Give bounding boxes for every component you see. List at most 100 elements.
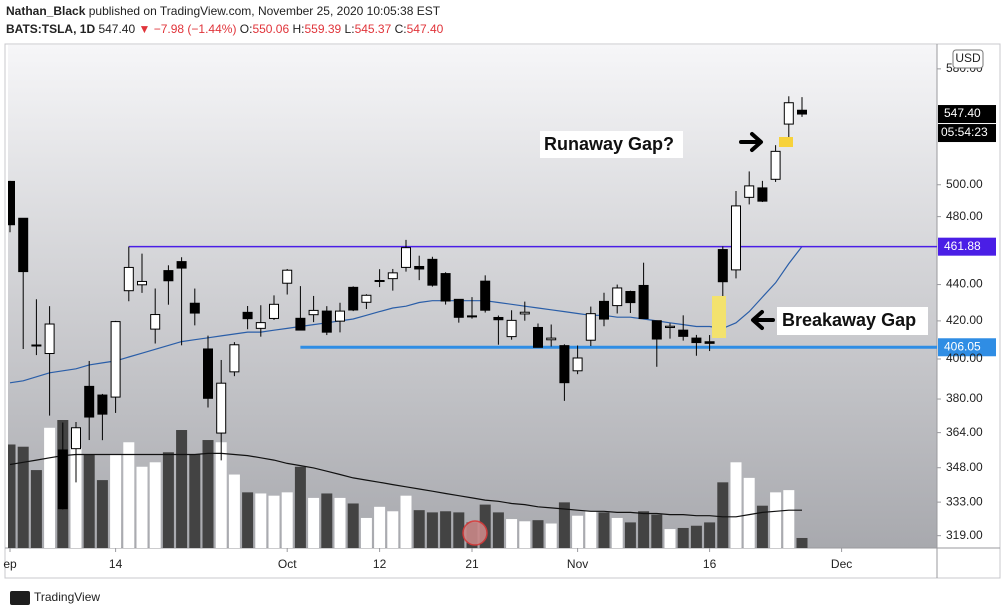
volume-bar (743, 477, 755, 548)
volume-bar (136, 466, 148, 548)
candle-body (282, 269, 293, 284)
volume-bar (215, 442, 227, 548)
candle-body (150, 314, 161, 330)
arrow-right (739, 132, 763, 152)
candle-body (57, 449, 68, 510)
candle-body (18, 217, 29, 273)
volume-bar (598, 512, 610, 548)
volume-bar (717, 482, 729, 548)
y-tick-label: 364.00 (946, 425, 983, 439)
h-label: H: (293, 22, 305, 36)
candle-body (638, 284, 649, 320)
volume-bar (783, 490, 795, 548)
x-tick-label: ep (3, 557, 17, 571)
x-tick-label: Nov (567, 557, 588, 571)
candle-body (8, 180, 15, 226)
y-tick-label: 333.00 (946, 494, 983, 508)
countdown-label: 05:54:23 (941, 125, 988, 139)
c-label: C: (395, 22, 407, 36)
x-tick-label: 12 (373, 557, 387, 571)
volume-bar (8, 444, 16, 548)
candle-body (704, 341, 715, 344)
volume-bar (558, 502, 570, 548)
volume-bar (506, 519, 518, 548)
currency-badge: USD (952, 49, 984, 69)
price-level-label: 406.05 (944, 339, 981, 353)
volume-bar (123, 442, 135, 548)
candle-body (744, 185, 755, 198)
candle-body (31, 344, 42, 347)
candle-body (414, 265, 425, 270)
currency-label: USD (955, 51, 981, 65)
candle-body (255, 322, 266, 329)
candle-body (731, 205, 741, 271)
candle-body (691, 337, 702, 344)
candle-body (348, 286, 359, 311)
c-value: 547.40 (407, 22, 444, 36)
x-tick-label: 21 (465, 557, 479, 571)
candle-body (546, 337, 557, 341)
candle-body (110, 321, 121, 398)
last: 547.40 (98, 22, 135, 36)
volume-bar (30, 470, 42, 548)
candle-body (519, 311, 530, 315)
volume-bar (664, 529, 676, 548)
h-value: 559.39 (305, 22, 342, 36)
candle-body (572, 357, 583, 372)
volume-bar (400, 495, 412, 548)
candle-body (401, 247, 411, 268)
annotation-box (540, 131, 683, 158)
volume-bar (228, 474, 240, 548)
volume-bar (677, 527, 689, 548)
o-value: 550.06 (252, 22, 289, 36)
symbol: BATS:TSLA, 1D (6, 22, 95, 36)
candle-body (783, 102, 794, 125)
volume-bar (44, 427, 56, 548)
volume-bar (651, 514, 663, 548)
y-tick-label: 500.00 (946, 177, 983, 191)
x-tick-label: Oct (278, 557, 297, 571)
header-line-2: BATS:TSLA, 1D 547.40 ▼ −7.98 (−1.44%) O:… (6, 22, 444, 36)
y-tick-label: 380.00 (946, 391, 983, 405)
candle-body (44, 323, 55, 355)
l-value: 545.37 (355, 22, 392, 36)
candle-body (612, 287, 623, 307)
candle-body (427, 258, 438, 286)
header-line-1: Nathan_Black published on TradingView.co… (6, 4, 441, 18)
volume-bar (202, 440, 214, 548)
volume-bar (440, 511, 452, 548)
volume-bar (308, 497, 320, 548)
volume-bar (413, 510, 425, 548)
volume-bar (96, 480, 108, 548)
volume-bar (294, 466, 306, 548)
volume-bar (176, 430, 188, 548)
y-tick-label: 480.00 (946, 209, 983, 223)
volume-bar (730, 462, 742, 548)
candle-body (651, 320, 662, 340)
volume-bar (189, 454, 201, 548)
breakaway-gap-highlight (712, 296, 726, 338)
y-tick-label: 348.00 (946, 460, 983, 474)
brand-name: TradingView (34, 590, 100, 604)
candle-body (770, 150, 781, 180)
y-tick-label: 400.00 (946, 351, 983, 365)
volume-bar (374, 506, 386, 548)
candle-body (295, 317, 306, 331)
volume-bar (532, 520, 544, 548)
candle-body (757, 187, 768, 202)
l-label: L: (345, 22, 355, 36)
volume-bar (704, 522, 716, 548)
last-price-tag (938, 105, 996, 124)
countdown-tag (938, 124, 996, 143)
author: Nathan_Black (6, 4, 86, 18)
candle-body (678, 329, 689, 337)
volume-bar (519, 521, 531, 548)
candle-body (189, 302, 200, 314)
y-tick-label: 319.00 (946, 528, 983, 542)
volume-bar (70, 447, 82, 548)
volume-bar (426, 512, 438, 548)
y-tick-label: 420.00 (946, 313, 983, 327)
candle-body (203, 348, 213, 399)
candle-body (533, 326, 543, 348)
published: published on TradingView.com, November 2… (89, 4, 441, 18)
